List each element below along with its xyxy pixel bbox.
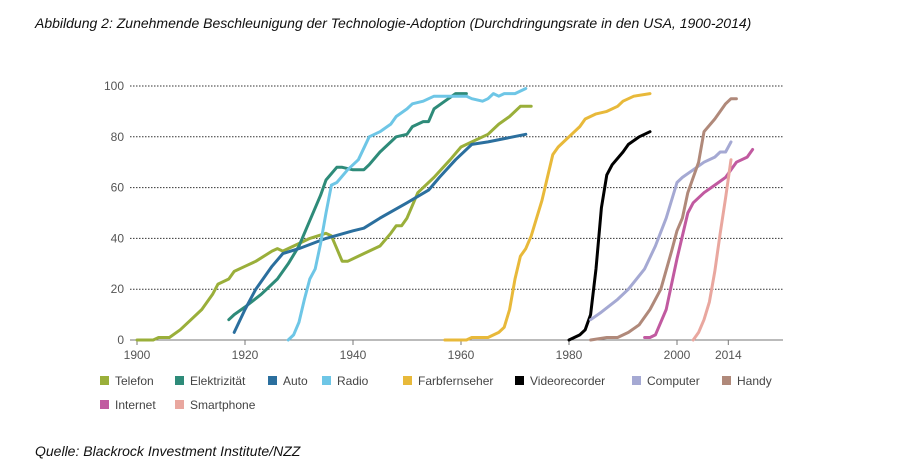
legend: Telefon Elektrizität Auto Radio Farbfernsehe… <box>100 374 772 412</box>
legend-label: Elektrizität <box>190 374 246 388</box>
gridlines <box>130 85 783 290</box>
x-tick-label: 1920 <box>232 348 259 362</box>
y-tick-label: 100 <box>104 79 124 93</box>
legend-item: Elektrizität <box>175 374 246 388</box>
legend-label: Computer <box>647 374 700 388</box>
legend-label: Farbfernseher <box>418 374 493 388</box>
legend-label: Videorecorder <box>530 374 605 388</box>
legend-swatch <box>100 376 109 385</box>
x-tick-label: 2014 <box>715 348 742 362</box>
legend-label: Internet <box>115 398 156 412</box>
legend-label: Handy <box>737 374 772 388</box>
legend-swatch <box>632 376 641 385</box>
legend-label: Telefon <box>115 374 154 388</box>
source-note: Quelle: Blackrock Investment Institute/N… <box>35 443 301 459</box>
legend-item: Internet <box>100 398 156 412</box>
legend-item: Farbfernseher <box>403 374 493 388</box>
legend-item: Videorecorder <box>515 374 605 388</box>
legend-item: Smartphone <box>175 398 256 412</box>
series-line-internet <box>643 148 755 339</box>
legend-item: Radio <box>322 374 369 388</box>
legend-item: Auto <box>268 374 308 388</box>
x-tick-label: 1960 <box>448 348 475 362</box>
legend-item: Computer <box>632 374 700 388</box>
legend-swatch <box>515 376 524 385</box>
y-tick-label: 40 <box>111 231 125 245</box>
legend-label: Radio <box>337 374 369 388</box>
legend-swatch <box>403 376 412 385</box>
chart-title: Abbildung 2: Zunehmende Beschleunigung d… <box>35 15 752 31</box>
legend-swatch <box>175 376 184 385</box>
legend-label: Smartphone <box>190 398 256 412</box>
legend-label: Auto <box>283 374 308 388</box>
legend-swatch <box>268 376 277 385</box>
series-line-smartphone <box>691 158 733 342</box>
legend-swatch <box>722 376 731 385</box>
legend-item: Handy <box>722 374 772 388</box>
series-line-farbfernseher <box>443 92 652 342</box>
legend-swatch <box>100 400 109 409</box>
series-line-videorecorder <box>567 130 652 342</box>
legend-item: Telefon <box>100 374 154 388</box>
y-tick-label: 80 <box>111 130 125 144</box>
series-line-elektrizität <box>227 92 468 322</box>
y-tick-label: 20 <box>111 282 125 296</box>
y-tick-label: 0 <box>117 333 124 347</box>
series-lines <box>135 87 755 342</box>
y-tick-label: 60 <box>111 181 125 195</box>
series-line-auto <box>232 132 528 334</box>
x-tick-label: 1980 <box>556 348 583 362</box>
series-line-handy <box>589 97 738 342</box>
series-line-computer <box>589 140 733 322</box>
x-tick-label: 2000 <box>664 348 691 362</box>
series-line-radio <box>286 87 528 342</box>
axes: 0 20 40 60 80 100 1900 1920 1940 1960 1980 2000 2014 <box>104 79 783 362</box>
x-tick-label: 1900 <box>124 348 151 362</box>
legend-swatch <box>175 400 184 409</box>
legend-swatch <box>322 376 331 385</box>
series-line-telefon <box>135 104 533 342</box>
x-tick-label: 1940 <box>340 348 367 362</box>
